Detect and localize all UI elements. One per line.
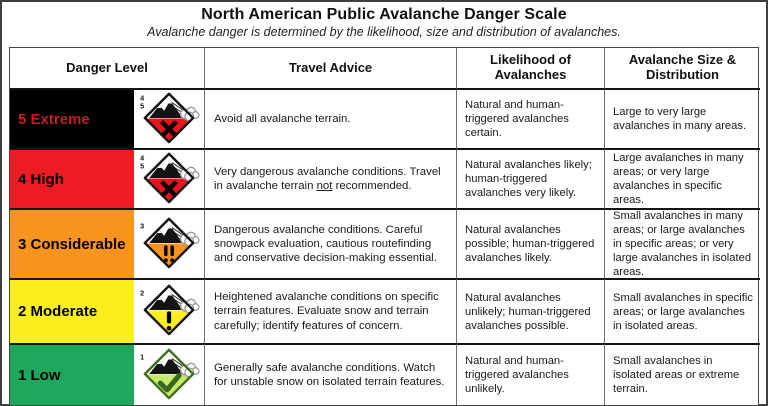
- danger-level-text: 2 Moderate: [18, 303, 98, 320]
- moderate-danger-icon: 2: [140, 284, 200, 336]
- danger-icon-cell-considerable: 3: [134, 208, 204, 278]
- danger-level-considerable: 3 Considerable: [10, 208, 134, 278]
- danger-icon-cell-moderate: 2: [134, 278, 204, 343]
- size-text: Small avalanches in isolated areas or ex…: [613, 355, 740, 395]
- title-block: North American Public Avalanche Danger S…: [2, 6, 766, 47]
- svg-text:4: 4: [140, 153, 144, 162]
- column-header-danger-level: Danger Level: [66, 59, 148, 75]
- likelihood-high: Natural avalanches likely; human-trigger…: [456, 148, 604, 208]
- travel-advice-moderate: Heightened avalanche conditions on speci…: [204, 278, 456, 343]
- danger-level-high: 4 High: [10, 148, 134, 208]
- likelihood-text: Natural and human-triggered avalanches c…: [465, 99, 569, 139]
- svg-text:5: 5: [140, 161, 144, 170]
- size-high: Large avalanches in many areas; or very …: [604, 148, 760, 208]
- column-header-size-distribution: Avalanche Size & Distribution: [604, 48, 760, 88]
- column-header-likelihood: Likelihood of Avalanches: [456, 48, 604, 88]
- svg-text:5: 5: [140, 101, 144, 110]
- likelihood-considerable: Natural avalanches possible; human-trigg…: [456, 208, 604, 278]
- danger-level-text: 3 Considerable: [18, 235, 126, 253]
- svg-text:3: 3: [140, 221, 144, 230]
- danger-level-text: 5 Extreme: [18, 110, 90, 128]
- likelihood-text: Natural avalanches possible; human-trigg…: [465, 224, 595, 264]
- svg-text:1: 1: [140, 352, 144, 361]
- size-text: Large to very large avalanches in many a…: [613, 106, 747, 132]
- considerable-danger-icon: 3: [137, 215, 201, 274]
- size-text: Small avalanches in specific areas; or l…: [613, 291, 753, 332]
- high-danger-icon: 45: [140, 152, 200, 203]
- travel-advice-high: Very dangerous avalanche conditions. Tra…: [204, 148, 456, 208]
- travel-advice-text: Very dangerous avalanche conditions. Tra…: [214, 165, 441, 192]
- danger-level-text: 1 Low: [18, 366, 61, 384]
- travel-advice-low: Generally safe avalanche conditions. Wat…: [204, 343, 456, 405]
- size-moderate: Small avalanches in specific areas; or l…: [604, 278, 760, 343]
- travel-advice-text: Dangerous avalanche conditions. Careful …: [214, 223, 437, 265]
- size-text: Large avalanches in many areas; or very …: [613, 152, 744, 206]
- low-danger-icon: 1: [140, 348, 200, 399]
- danger-level-extreme: 5 Extreme: [10, 88, 134, 148]
- danger-level-low: 1 Low: [10, 343, 134, 405]
- likelihood-moderate: Natural avalanches unlikely; human-trigg…: [456, 278, 604, 343]
- danger-level-text: 4 High: [18, 170, 64, 188]
- page-title: North American Public Avalanche Danger S…: [201, 6, 567, 23]
- size-text: Small avalanches in many areas; or large…: [613, 210, 752, 278]
- likelihood-low: Natural and human-triggered avalanches u…: [456, 343, 604, 405]
- considerable-danger-icon: 3: [140, 217, 200, 268]
- danger-scale-table: Danger Level Travel Advice Likelihood of…: [9, 47, 760, 406]
- likelihood-text: Natural avalanches unlikely; human-trigg…: [465, 291, 591, 332]
- travel-advice-text: Avoid all avalanche terrain.: [214, 112, 351, 125]
- travel-advice-text: Generally safe avalanche conditions. Wat…: [214, 361, 445, 388]
- svg-text:2: 2: [140, 289, 144, 298]
- travel-advice-text: Heightened avalanche conditions on speci…: [214, 291, 439, 332]
- low-danger-icon: 1: [137, 346, 201, 405]
- extreme-danger-icon: 45: [140, 92, 200, 143]
- danger-level-moderate: 2 Moderate: [10, 278, 134, 343]
- size-extreme: Large to very large avalanches in many a…: [604, 88, 760, 148]
- size-low: Small avalanches in isolated areas or ex…: [604, 343, 760, 405]
- likelihood-extreme: Natural and human-triggered avalanches c…: [456, 88, 604, 148]
- page-subtitle: Avalanche danger is determined by the li…: [147, 25, 621, 39]
- size-considerable: Small avalanches in many areas; or large…: [604, 208, 760, 278]
- travel-advice-extreme: Avoid all avalanche terrain.: [204, 88, 456, 148]
- svg-text:4: 4: [140, 93, 144, 102]
- likelihood-text: Natural and human-triggered avalanches u…: [465, 355, 569, 395]
- travel-advice-considerable: Dangerous avalanche conditions. Careful …: [204, 208, 456, 278]
- moderate-danger-icon: 2: [137, 282, 201, 341]
- danger-icon-cell-low: 1: [134, 343, 204, 405]
- likelihood-text: Natural avalanches likely; human-trigger…: [465, 159, 592, 199]
- column-header-travel-advice: Travel Advice: [204, 48, 456, 88]
